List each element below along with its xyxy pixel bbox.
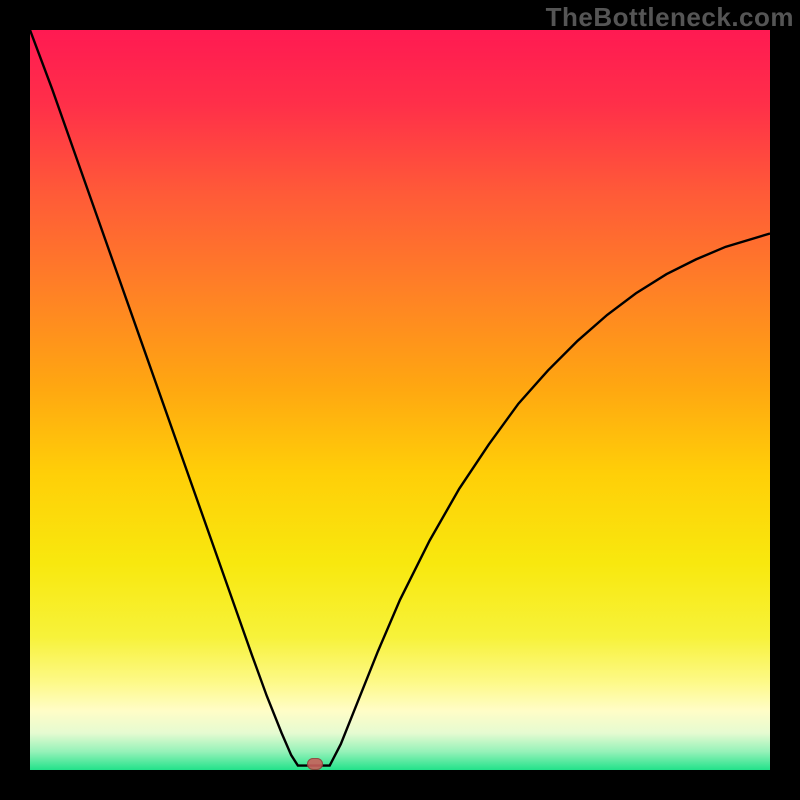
optimum-marker	[307, 758, 323, 770]
chart-root: { "canvas": { "width": 800, "height": 80…	[0, 0, 800, 800]
plot-area	[30, 30, 770, 770]
curve-path	[30, 30, 770, 766]
watermark-text: TheBottleneck.com	[546, 2, 794, 33]
bottleneck-curve	[30, 30, 770, 770]
